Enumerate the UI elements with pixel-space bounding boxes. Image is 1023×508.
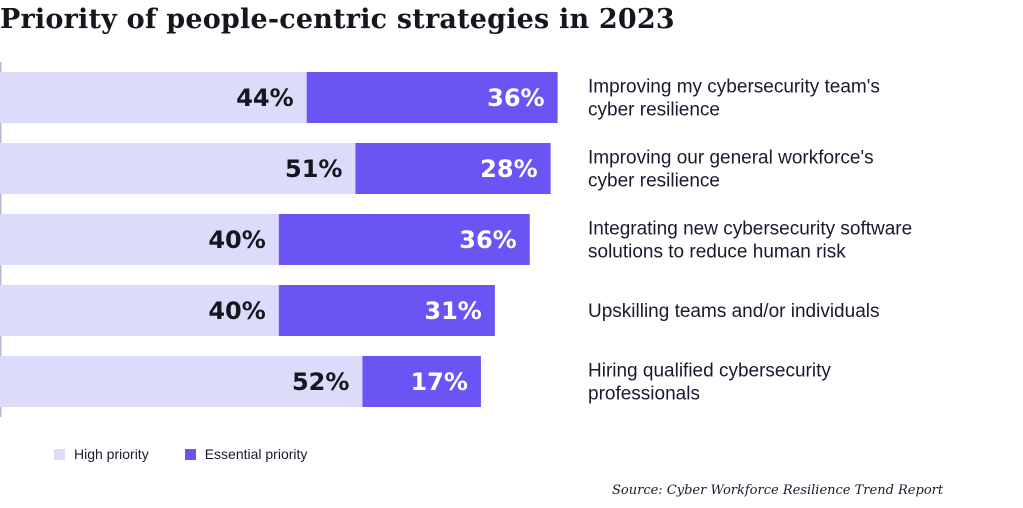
data-label-high-priority-3: 40% [208, 226, 265, 254]
bar-high-priority-5 [0, 356, 363, 407]
data-label-high-priority-1: 44% [236, 84, 293, 112]
data-label-essential-priority-2: 28% [480, 155, 537, 183]
legend-item-essential-priority: Essential priority [184, 446, 308, 462]
bar-essential-priority-4 [278, 285, 495, 336]
category-label-2: Improving our general workforce's cyber r… [588, 148, 874, 192]
data-label-essential-priority-1: 36% [487, 84, 544, 112]
legend-label-high-priority: High priority [74, 446, 149, 462]
data-label-essential-priority-3: 36% [459, 226, 516, 254]
data-label-essential-priority-4: 31% [424, 297, 481, 325]
legend: High priority Essential priority [54, 446, 307, 462]
bar-essential-priority-2 [355, 143, 551, 194]
data-label-high-priority-5: 52% [292, 368, 349, 396]
legend-item-high-priority: High priority [54, 446, 149, 462]
bar-high-priority-3 [0, 214, 279, 265]
data-label-high-priority-4: 40% [208, 297, 265, 325]
bar-essential-priority-5 [362, 356, 481, 407]
bar-high-priority-2 [0, 143, 356, 194]
category-label-5: Hiring qualified cybersecurity profession… [588, 361, 831, 405]
bar-essential-priority-3 [278, 214, 530, 265]
category-label-4: Upskilling teams and/or individuals [588, 301, 879, 322]
legend-swatch-high-priority [54, 448, 65, 460]
chart-title: Priority of people-centric strategies in… [0, 4, 675, 35]
bar-high-priority-4 [0, 285, 279, 336]
category-label-3: Integrating new cybersecurity software so… [588, 219, 912, 263]
legend-swatch-essential-priority [184, 448, 196, 460]
chart-area: 44% 36% Improving my cybersecurity team's c… [0, 62, 912, 417]
legend-label-essential-priority: Essential priority [204, 446, 308, 462]
bar-high-priority-1 [0, 72, 307, 123]
data-label-high-priority-2: 51% [285, 155, 342, 183]
source-note: Source: Cyber Workforce Resilience Trend… [612, 483, 944, 498]
data-label-essential-priority-5: 17% [410, 368, 467, 396]
category-label-1: Improving my cybersecurity team's cyber r… [588, 77, 880, 121]
bar-essential-priority-1 [306, 72, 558, 123]
